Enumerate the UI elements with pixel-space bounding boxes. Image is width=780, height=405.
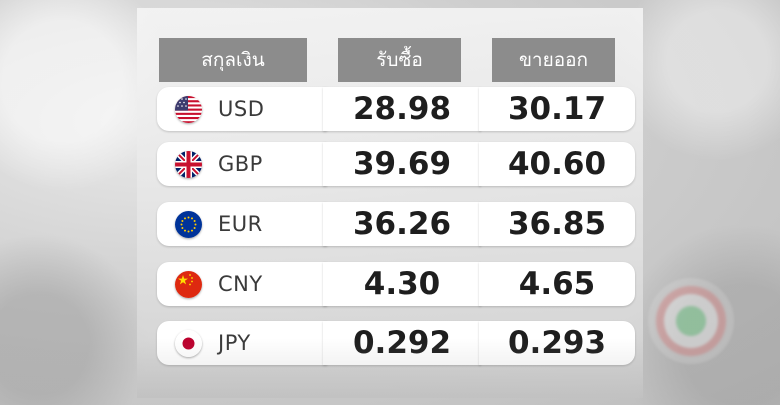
currency-code: GBP [218, 152, 263, 176]
buy-rate: 36.26 [352, 206, 452, 242]
currency-cell: CNY [157, 262, 327, 306]
currency-cell: USD [157, 87, 327, 131]
rate-row-gbp: GBP 39.69 40.60 [157, 142, 635, 186]
eu-flag-icon [175, 210, 202, 238]
cn-flag-icon [175, 270, 202, 298]
buy-rate: 39.69 [352, 146, 452, 182]
sell-rate-cell: 4.65 [479, 262, 635, 306]
buy-rate-cell: 36.26 [323, 202, 481, 246]
sell-rate: 36.85 [507, 206, 607, 242]
buy-rate-cell: 0.292 [323, 321, 481, 365]
sell-rate: 30.17 [507, 91, 607, 127]
buy-rate-cell: 28.98 [323, 87, 481, 131]
currency-cell: EUR [157, 202, 327, 246]
rate-row-cny: CNY 4.30 4.65 [157, 262, 635, 306]
header-buy: รับซื้อ [338, 38, 461, 82]
buy-rate: 4.30 [363, 266, 441, 302]
sell-rate-cell: 30.17 [479, 87, 635, 131]
sell-rate-cell: 0.293 [479, 321, 635, 365]
currency-code: JPY [218, 331, 251, 355]
currency-cell: JPY [157, 321, 327, 365]
buy-rate: 28.98 [352, 91, 452, 127]
exchange-rate-panel: สกุลเงิน รับซื้อ ขายออก [137, 8, 643, 398]
buy-rate-cell: 4.30 [323, 262, 481, 306]
rate-row-jpy: JPY 0.292 0.293 [157, 321, 635, 365]
us-flag-icon [175, 95, 202, 123]
currency-code: CNY [218, 272, 263, 296]
currency-code: USD [218, 97, 265, 121]
rate-row-eur: EUR 36.26 36.85 [157, 202, 635, 246]
currency-cell: GBP [157, 142, 327, 186]
sell-rate-cell: 40.60 [479, 142, 635, 186]
sell-rate: 4.65 [518, 266, 596, 302]
sell-rate: 0.293 [507, 325, 607, 361]
sell-rate: 40.60 [507, 146, 607, 182]
blurred-stamp-decoration [648, 278, 734, 364]
uk-flag-icon [175, 150, 202, 178]
sell-rate-cell: 36.85 [479, 202, 635, 246]
header-sell: ขายออก [492, 38, 615, 82]
jp-flag-icon [175, 329, 202, 357]
header-currency: สกุลเงิน [159, 38, 307, 82]
buy-rate-cell: 39.69 [323, 142, 481, 186]
buy-rate: 0.292 [352, 325, 452, 361]
currency-code: EUR [218, 212, 263, 236]
rate-row-usd: USD 28.98 30.17 [157, 87, 635, 131]
